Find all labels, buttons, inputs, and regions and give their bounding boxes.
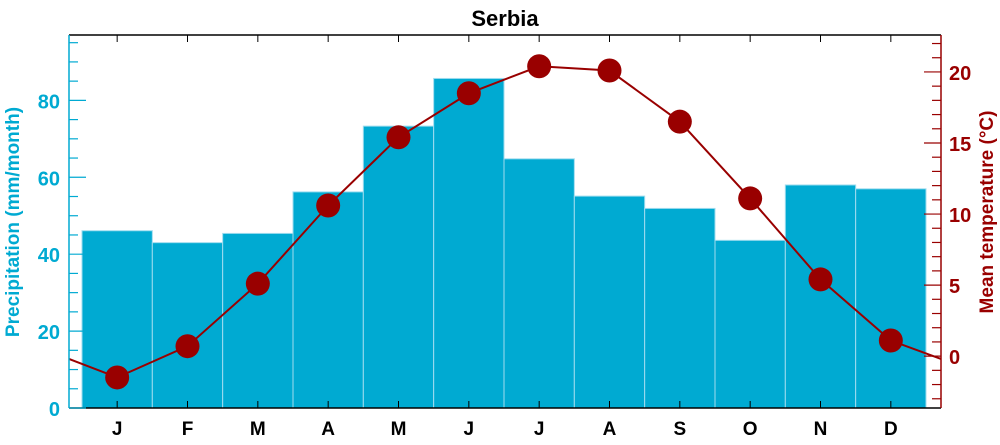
right-axis-label: Mean temperature (°C) [977, 111, 998, 314]
temperature-point-11 [878, 328, 903, 353]
left-tick-label: 40 [38, 245, 60, 267]
precip-bar-11 [855, 188, 927, 409]
precip-bar-7 [573, 195, 646, 409]
x-tick-label: A [603, 419, 617, 440]
x-tick-label: J [534, 419, 545, 440]
right-tick-label: 5 [949, 276, 960, 298]
temperature-point-0 [105, 365, 130, 390]
left-tick-label: 60 [38, 168, 60, 190]
temperature-point-6 [527, 54, 552, 79]
temperature-point-10 [808, 267, 833, 292]
x-tick-label: N [814, 419, 828, 440]
right-tick-label: 20 [949, 63, 971, 85]
precip-bar-9 [714, 239, 786, 409]
temperature-point-1 [175, 334, 200, 359]
precip-bar-8 [644, 207, 716, 409]
left-tick-label: 80 [38, 91, 60, 113]
x-tick-label: D [884, 419, 898, 440]
x-tick-label: J [464, 419, 475, 440]
x-tick-label: F [182, 419, 194, 440]
precip-bar-5 [433, 77, 505, 409]
precip-bar-3 [292, 191, 364, 409]
left-tick-label: 0 [49, 399, 60, 421]
temperature-point-4 [386, 125, 411, 150]
x-tick-label: M [250, 419, 266, 440]
x-tick-label: S [673, 419, 686, 440]
temperature-point-8 [667, 109, 692, 134]
temperature-point-3 [316, 193, 341, 218]
right-tick-label: 10 [949, 205, 971, 227]
x-tick-label: M [391, 419, 407, 440]
x-tick-label: A [321, 419, 335, 440]
precip-bar-2 [222, 232, 294, 409]
right-tick-label: 0 [949, 347, 960, 369]
chart-title: Serbia [471, 6, 539, 31]
temperature-point-7 [597, 58, 622, 83]
precip-bar-4 [362, 125, 435, 409]
left-tick-label: 20 [38, 322, 60, 344]
x-tick-label: J [112, 419, 123, 440]
right-tick-label: 15 [949, 134, 971, 156]
precip-bar-10 [784, 184, 857, 409]
temperature-point-9 [738, 186, 763, 211]
temperature-line [68, 65, 942, 379]
x-tick-label: O [743, 419, 758, 440]
precip-bar-6 [503, 158, 575, 409]
left-axis-label: Precipitation (mm/month) [3, 107, 24, 337]
temperature-point-2 [245, 271, 270, 296]
temperature-point-5 [456, 81, 481, 106]
